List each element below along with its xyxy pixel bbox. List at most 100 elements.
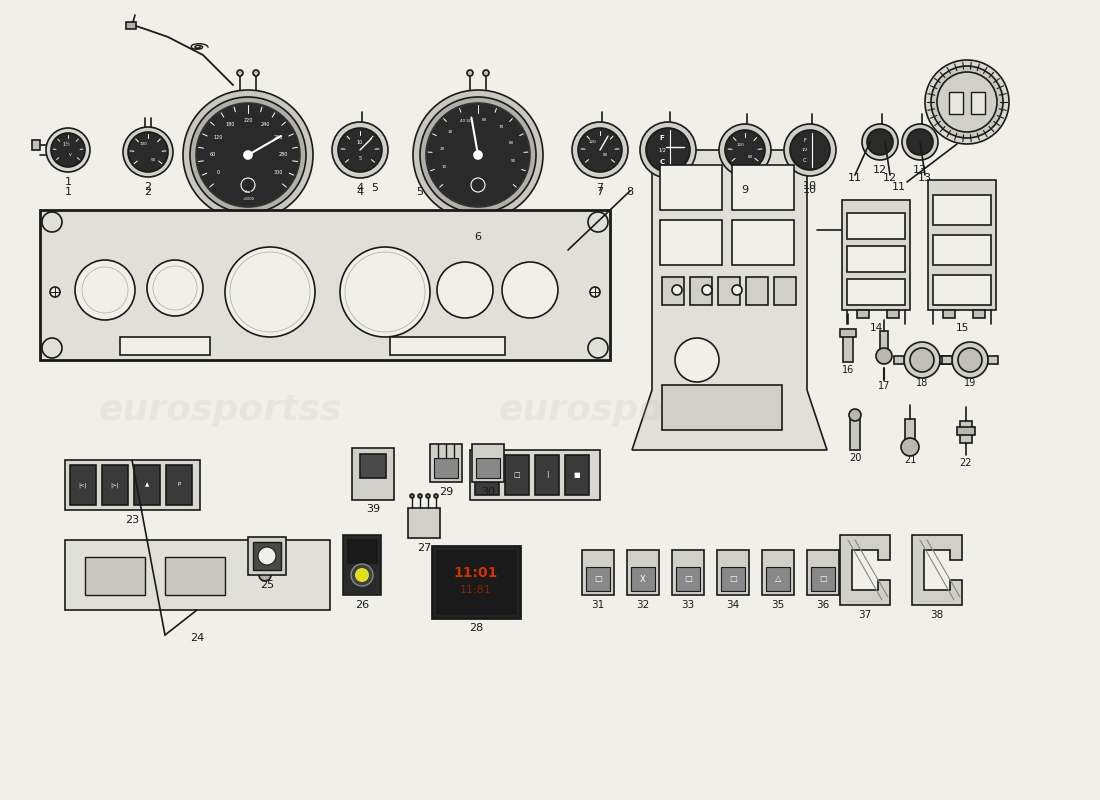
Text: 27: 27 <box>417 543 431 553</box>
Bar <box>942 356 952 364</box>
Bar <box>850 415 860 450</box>
Text: 120: 120 <box>213 135 222 140</box>
Text: 0: 0 <box>216 170 219 175</box>
Bar <box>432 546 520 618</box>
Text: 11: 11 <box>848 173 862 183</box>
Text: 280: 280 <box>278 153 288 158</box>
Circle shape <box>340 247 430 337</box>
Bar <box>905 419 915 447</box>
Bar <box>360 454 386 478</box>
Bar <box>807 550 839 595</box>
Circle shape <box>675 338 719 382</box>
Bar <box>582 550 614 595</box>
Bar <box>134 465 159 505</box>
Bar <box>718 277 740 305</box>
Circle shape <box>790 130 830 170</box>
Bar <box>505 455 529 495</box>
Text: 80: 80 <box>603 153 607 157</box>
Bar <box>475 455 499 495</box>
Circle shape <box>867 129 893 155</box>
Circle shape <box>937 72 997 132</box>
Text: |>|: |>| <box>111 482 119 488</box>
Bar <box>857 310 869 318</box>
Bar <box>971 92 984 114</box>
Bar <box>766 567 790 591</box>
Circle shape <box>849 409 861 421</box>
Bar <box>65 460 200 510</box>
Bar <box>732 165 794 210</box>
Text: eurosportss: eurosportss <box>98 393 342 427</box>
Circle shape <box>572 122 628 178</box>
Text: 11:81: 11:81 <box>460 585 492 595</box>
Polygon shape <box>632 150 827 450</box>
Bar <box>933 235 991 265</box>
Circle shape <box>46 128 90 172</box>
Text: 6: 6 <box>474 232 482 242</box>
Circle shape <box>901 438 918 456</box>
Text: 25: 25 <box>260 580 274 590</box>
Text: 22: 22 <box>959 458 972 468</box>
Text: 34: 34 <box>726 600 739 610</box>
Circle shape <box>568 240 578 250</box>
Text: |<|: |<| <box>79 482 87 488</box>
Circle shape <box>502 262 558 318</box>
Text: 36: 36 <box>816 600 829 610</box>
Circle shape <box>426 103 530 207</box>
Text: 50: 50 <box>151 158 155 162</box>
Circle shape <box>672 285 682 295</box>
Bar <box>343 535 381 595</box>
Text: 5: 5 <box>359 155 362 161</box>
Text: 40 50: 40 50 <box>460 119 472 123</box>
Circle shape <box>784 124 836 176</box>
Circle shape <box>332 122 388 178</box>
Circle shape <box>426 494 430 498</box>
Text: 24: 24 <box>190 633 205 643</box>
Circle shape <box>910 348 934 372</box>
Bar <box>165 557 226 595</box>
Circle shape <box>474 151 482 159</box>
Text: □: □ <box>729 574 737 583</box>
Bar <box>436 550 516 614</box>
Circle shape <box>952 342 988 378</box>
Text: 1: 1 <box>65 177 72 187</box>
Bar <box>732 220 794 265</box>
Text: 31: 31 <box>592 600 605 610</box>
Circle shape <box>147 260 204 316</box>
Circle shape <box>338 128 382 172</box>
Circle shape <box>588 338 608 358</box>
Circle shape <box>437 262 493 318</box>
Text: 8: 8 <box>554 275 561 285</box>
Text: 120: 120 <box>588 140 596 144</box>
Bar <box>662 277 684 305</box>
Bar <box>960 421 972 443</box>
Text: 5: 5 <box>372 183 378 193</box>
Text: 14: 14 <box>869 323 882 333</box>
Bar <box>253 542 280 570</box>
Text: 7: 7 <box>596 183 604 193</box>
Circle shape <box>50 287 60 297</box>
Text: ←: ← <box>484 472 490 478</box>
Bar <box>974 310 984 318</box>
Text: 13: 13 <box>913 165 927 175</box>
Bar <box>408 508 440 538</box>
Text: 9: 9 <box>741 185 749 195</box>
Circle shape <box>351 564 373 586</box>
Bar <box>65 540 330 610</box>
Circle shape <box>355 568 368 582</box>
Bar <box>40 210 610 360</box>
Text: 19: 19 <box>964 378 976 388</box>
Text: 70: 70 <box>498 126 504 130</box>
Text: 5: 5 <box>417 187 424 197</box>
Bar <box>880 331 888 356</box>
Text: 33: 33 <box>681 600 694 610</box>
Bar <box>102 465 128 505</box>
Circle shape <box>646 128 690 172</box>
Circle shape <box>468 70 473 76</box>
Bar <box>476 458 501 478</box>
Bar <box>762 550 794 595</box>
Text: 28: 28 <box>469 623 483 633</box>
Bar <box>430 444 462 482</box>
Bar <box>660 165 722 210</box>
Bar <box>120 337 210 355</box>
Circle shape <box>196 103 300 207</box>
